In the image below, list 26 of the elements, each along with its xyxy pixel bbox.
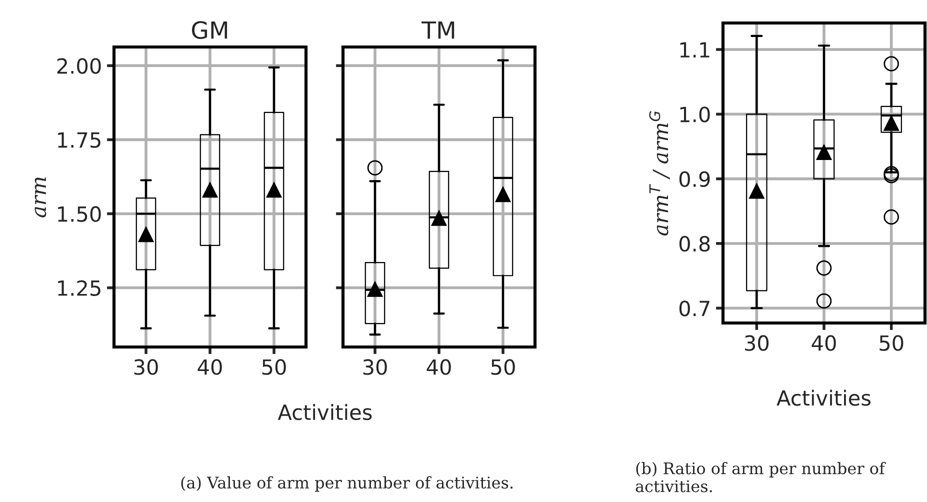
text: (b) Ratio of arm per number of activities. bbox=[636, 462, 886, 492]
x-axis-title: Activities bbox=[278, 404, 372, 420]
y-tick-label: 0.8 bbox=[679, 236, 710, 252]
x-tick-label: 50 bbox=[491, 359, 515, 375]
y-tick-label: 1.0 bbox=[680, 106, 710, 122]
x-tick-label: 40 bbox=[198, 359, 222, 375]
y-tick-label: 0.7 bbox=[679, 300, 710, 316]
chart-title: GM bbox=[192, 21, 228, 39]
x-tick-label: 40 bbox=[812, 335, 836, 351]
x-tick-label: 50 bbox=[262, 359, 286, 375]
y-tick-label: 0.9 bbox=[679, 171, 710, 188]
chart-title: TM bbox=[422, 21, 454, 39]
x-tick-label: 30 bbox=[745, 335, 769, 351]
text: (a) Value of arm per number of activities. bbox=[181, 476, 513, 492]
x-tick-label: 30 bbox=[134, 359, 158, 375]
y-tick-label: 1.75 bbox=[58, 132, 100, 148]
y-tick-label: 1.1 bbox=[680, 42, 710, 58]
y-axis-title: arm$^{T}$ / arm$^{G}$ bbox=[649, 111, 670, 236]
x-axis-title: Activities bbox=[776, 390, 871, 406]
x-tick-label: 40 bbox=[426, 359, 451, 375]
y-tick-label: 1.25 bbox=[58, 280, 100, 296]
x-tick-label: 30 bbox=[363, 359, 387, 375]
y-axis-title: arm bbox=[34, 177, 46, 218]
x-tick-label: 50 bbox=[880, 335, 904, 351]
y-tick-label: 1.50 bbox=[58, 206, 101, 222]
y-tick-label: 2.00 bbox=[57, 58, 101, 74]
